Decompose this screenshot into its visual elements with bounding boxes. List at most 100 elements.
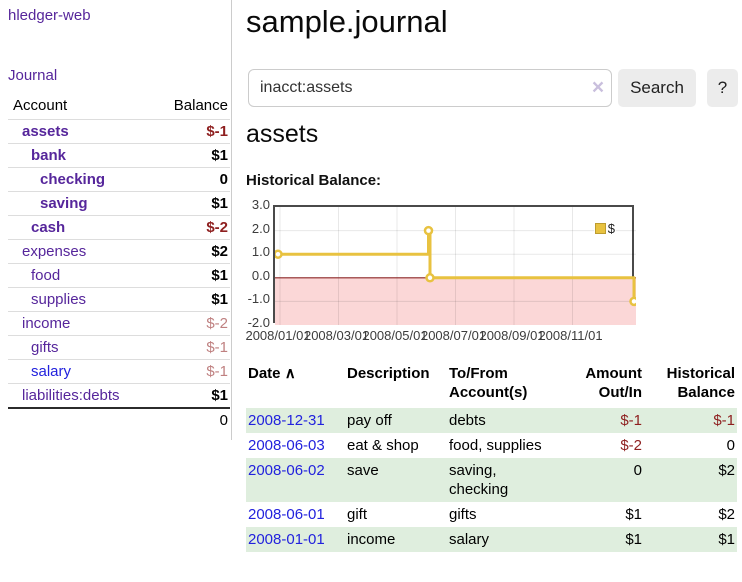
transaction-date-link[interactable]: 2008-12-31	[248, 412, 325, 429]
transaction-description: gift	[347, 506, 368, 523]
account-link-saving[interactable]: saving	[40, 195, 88, 212]
tofrom-header-line1: To/From	[449, 365, 508, 382]
account-link-food[interactable]: food	[31, 267, 61, 284]
legend-swatch-icon	[594, 223, 606, 234]
date-column-header[interactable]: Date ∧	[246, 362, 345, 408]
account-balance: $-2	[152, 215, 230, 240]
register-table: Date ∧ Description To/From Account(s) Am…	[246, 362, 737, 552]
account-link-salary[interactable]: salary	[31, 363, 72, 380]
chart-legend: $	[593, 221, 616, 236]
y-axis-tick: -1.0	[247, 291, 270, 307]
x-axis-tick: 2008/03/01	[303, 328, 370, 343]
account-balance: $2	[152, 239, 230, 264]
register-row: 2008-06-02 save saving, checking 0 $2	[246, 458, 737, 502]
amount-column-header: Amount Out/In	[577, 362, 644, 408]
search-button[interactable]: Search	[618, 69, 696, 107]
x-axis-tick: 2008/09/01	[479, 328, 545, 343]
account-row-bank: bank $1	[8, 143, 230, 168]
chart-title: Historical Balance:	[246, 172, 382, 189]
account-heading: assets	[246, 120, 319, 148]
page-title: sample.journal	[246, 4, 448, 39]
transaction-balance: 0	[726, 437, 735, 454]
app-title-link[interactable]: hledger-web	[8, 7, 91, 24]
balance-column-header: Balance	[173, 97, 228, 114]
transaction-accounts: gifts	[449, 506, 477, 523]
tofrom-column-header: To/From Account(s)	[447, 362, 577, 408]
chart-canvas	[273, 207, 639, 325]
transaction-description: eat & shop	[347, 437, 419, 454]
transaction-date-link[interactable]: 2008-01-01	[248, 531, 325, 548]
accounts-header-row: Account Balance	[8, 94, 230, 120]
account-link-assets[interactable]: assets	[22, 123, 69, 140]
sidebar: hledger-web Journal Account Balance asse…	[8, 0, 230, 432]
x-axis-tick: 2008/07/01	[420, 328, 487, 343]
transaction-description: save	[347, 462, 379, 479]
account-balance: $1	[152, 287, 230, 312]
transaction-balance: $-1	[713, 412, 735, 429]
account-link-expenses[interactable]: expenses	[22, 243, 87, 260]
account-link-checking[interactable]: checking	[40, 171, 106, 188]
register-row: 2008-06-03 eat & shop food, supplies $-2…	[246, 433, 737, 458]
y-axis-tick: 0.0	[251, 267, 270, 283]
transaction-amount: $-2	[620, 437, 642, 454]
account-link-supplies[interactable]: supplies	[31, 291, 87, 308]
legend-label: $	[607, 221, 615, 236]
accounts-total-value: 0	[152, 406, 230, 432]
amount-header-line1: Amount	[585, 365, 642, 382]
transaction-description: pay off	[347, 412, 392, 429]
account-row-income: income $-2	[8, 311, 230, 336]
chart-plot-area[interactable]: $	[273, 205, 639, 325]
account-row-cash: cash $-2	[8, 215, 230, 240]
register-row: 2008-01-01 income salary $1 $1	[246, 527, 737, 552]
account-balance: $1	[152, 263, 230, 288]
transaction-date-link[interactable]: 2008-06-03	[248, 437, 325, 454]
transaction-balance: $2	[718, 506, 735, 523]
hist-header-line1: Historical	[666, 365, 735, 382]
sidebar-item-journal[interactable]: Journal	[8, 67, 58, 84]
account-balance: 0	[152, 167, 230, 192]
search-input[interactable]	[248, 69, 612, 107]
account-link-bank[interactable]: bank	[31, 147, 67, 164]
transaction-date-link[interactable]: 2008-06-02	[248, 462, 325, 479]
account-row-food: food $1	[8, 263, 230, 288]
clear-search-icon[interactable]: ×	[591, 76, 605, 99]
transaction-accounts: salary	[449, 531, 490, 548]
register-row: 2008-06-01 gift gifts $1 $2	[246, 502, 737, 527]
transaction-amount: 0	[633, 462, 642, 479]
date-header-label: Date	[248, 365, 281, 382]
account-balance: $1	[152, 191, 230, 216]
x-axis-tick: 2008/05/01	[362, 328, 428, 343]
transaction-accounts: saving, checking	[449, 462, 509, 498]
transaction-amount: $-1	[620, 412, 642, 429]
account-link-income[interactable]: income	[22, 315, 71, 332]
historical-balance-column-header: Historical Balance	[644, 362, 737, 408]
account-row-assets: assets $-1	[8, 119, 230, 144]
transaction-accounts: food, supplies	[449, 437, 542, 454]
y-axis-tick: 3.0	[251, 197, 270, 212]
x-axis-tick: 2008/11/01	[538, 328, 603, 343]
account-balance: $1	[152, 143, 230, 168]
account-link-gifts[interactable]: gifts	[31, 339, 59, 356]
account-link-cash[interactable]: cash	[31, 219, 66, 236]
transaction-amount: $1	[625, 506, 642, 523]
help-button[interactable]: ?	[707, 69, 738, 107]
register-header-row: Date ∧ Description To/From Account(s) Am…	[246, 362, 737, 408]
y-axis-tick: 1.0	[251, 244, 270, 260]
register-row: 2008-12-31 pay off debts $-1 $-1	[246, 408, 737, 433]
account-row-checking: checking 0	[8, 167, 230, 192]
account-row-gifts: gifts $-1	[8, 335, 230, 360]
y-axis-tick: 2.0	[251, 220, 270, 236]
account-row-supplies: supplies $1	[8, 287, 230, 312]
account-balance: $-1	[152, 359, 230, 384]
account-row-salary: salary $-1	[8, 359, 230, 384]
account-row-saving: saving $1	[8, 191, 230, 216]
transaction-date-link[interactable]: 2008-06-01	[248, 506, 325, 523]
account-balance: $-2	[152, 311, 230, 336]
account-row-expenses: expenses $2	[8, 239, 230, 264]
transaction-amount: $1	[625, 531, 642, 548]
account-link-liabilities-debts[interactable]: liabilities:debts	[22, 386, 120, 404]
sidebar-divider	[231, 0, 232, 440]
transaction-accounts: debts	[449, 412, 486, 429]
sort-ascending-icon[interactable]: ∧	[284, 365, 296, 382]
